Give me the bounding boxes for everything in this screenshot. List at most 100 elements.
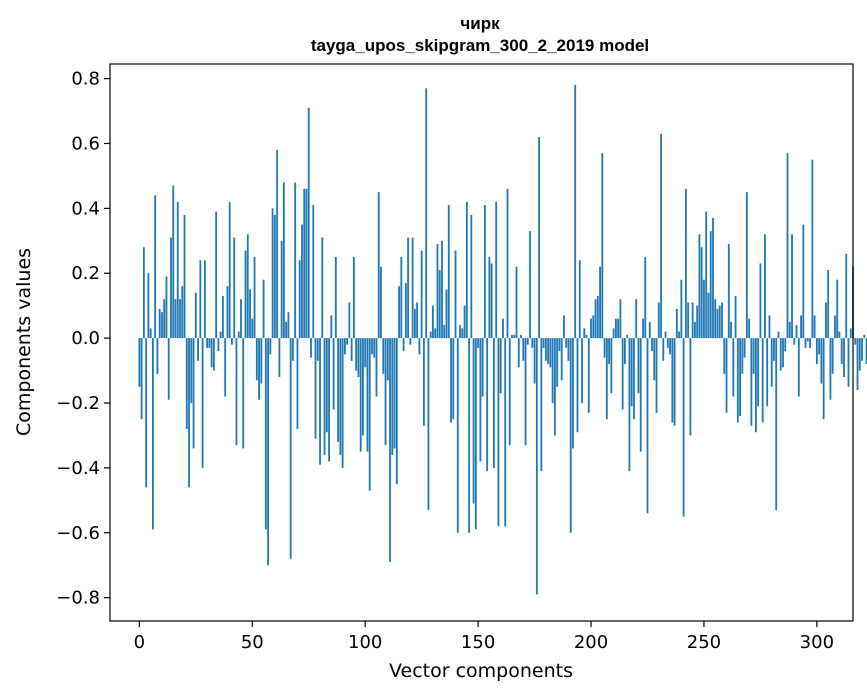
bar-component-35 — [217, 338, 220, 352]
bar-component-262 — [730, 321, 732, 339]
bar-component-86 — [332, 338, 335, 410]
bar-component-24 — [192, 338, 195, 449]
bar-component-109 — [384, 338, 387, 446]
bar-component-92 — [346, 338, 349, 345]
bar-component-208 — [608, 338, 610, 365]
bar-component-161 — [502, 318, 504, 339]
bar-component-222 — [639, 338, 642, 452]
bar-component-291 — [795, 325, 798, 339]
y-tick-label: −0.8 — [56, 588, 100, 609]
bar-component-95 — [353, 257, 355, 339]
bar-component-171 — [524, 338, 527, 446]
x-tick-label: 50 — [241, 632, 264, 653]
bar-component-149 — [474, 338, 477, 530]
bar-component-314 — [847, 338, 850, 387]
bar-component-89 — [339, 338, 342, 455]
bar-component-30 — [206, 338, 209, 348]
bar-component-134 — [441, 240, 443, 339]
x-axis-label: Vector components — [389, 660, 573, 682]
bar-component-55 — [262, 279, 265, 339]
bar-component-36 — [219, 331, 222, 339]
bar-component-122 — [413, 308, 416, 339]
bar-component-155 — [488, 257, 491, 339]
bar-component-317 — [854, 338, 857, 345]
bar-component-21 — [185, 338, 188, 429]
bar-component-284 — [779, 338, 782, 371]
bar-component-135 — [443, 325, 446, 339]
bar-component-294 — [802, 224, 805, 339]
bar-component-114 — [395, 338, 398, 485]
bar-component-68 — [292, 338, 294, 361]
bar-component-140 — [454, 250, 457, 339]
bar-component-85 — [330, 315, 333, 339]
bar-component-164 — [508, 338, 511, 446]
bar-component-77 — [312, 205, 315, 339]
bar-component-293 — [800, 315, 802, 339]
bar-component-220 — [635, 299, 638, 339]
bar-component-57 — [267, 338, 269, 566]
bar-component-98 — [359, 338, 362, 452]
bar-component-80 — [319, 338, 321, 465]
bar-component-236 — [671, 338, 674, 423]
bar-component-231 — [660, 133, 662, 339]
bar-component-276 — [761, 338, 764, 423]
bar-component-153 — [483, 205, 486, 339]
bar-component-275 — [759, 263, 762, 339]
bar-component-147 — [470, 214, 473, 339]
bar-component-309 — [836, 279, 839, 339]
bar-component-101 — [366, 338, 369, 452]
bar-component-282 — [775, 338, 778, 511]
x-tick-label: 250 — [687, 632, 721, 653]
bar-component-278 — [766, 338, 769, 407]
bar-component-239 — [678, 331, 681, 339]
bar-component-151 — [479, 338, 482, 462]
bar-component-289 — [791, 234, 793, 339]
bar-component-38 — [224, 338, 227, 397]
bar-component-108 — [382, 338, 385, 374]
bar-component-59 — [271, 208, 274, 339]
bar-component-272 — [752, 338, 755, 374]
bar-component-256 — [716, 308, 719, 339]
bar-component-283 — [777, 331, 780, 339]
bar-component-90 — [341, 338, 344, 468]
bar-component-145 — [465, 201, 468, 339]
bar-component-212 — [617, 318, 620, 339]
bar-component-234 — [666, 338, 669, 348]
bar-component-16 — [174, 299, 177, 339]
bar-component-175 — [533, 338, 536, 384]
bar-component-28 — [201, 338, 204, 468]
bar-component-119 — [407, 237, 410, 339]
bar-component-116 — [400, 257, 403, 339]
bar-component-178 — [540, 338, 543, 472]
bar-component-157 — [493, 338, 495, 468]
y-tick-label: 0.8 — [71, 69, 100, 90]
bar-component-174 — [531, 338, 534, 348]
bar-component-37 — [222, 295, 224, 339]
bar-component-277 — [764, 234, 766, 339]
bar-component-3 — [145, 338, 148, 488]
bar-component-206 — [603, 338, 606, 358]
bar-component-303 — [822, 338, 825, 420]
bar-component-250 — [703, 279, 705, 339]
bar-component-139 — [452, 338, 455, 420]
bar-component-281 — [773, 338, 775, 361]
bar-component-197 — [583, 328, 586, 339]
bar-component-96 — [355, 338, 358, 371]
bar-component-132 — [436, 244, 439, 339]
bar-component-274 — [757, 338, 760, 407]
bar-component-311 — [840, 338, 843, 365]
bar-component-259 — [723, 338, 726, 374]
bar-component-91 — [343, 338, 346, 355]
bar-component-242 — [684, 188, 687, 339]
bar-component-94 — [350, 338, 353, 361]
bar-component-227 — [651, 338, 653, 352]
bar-component-300 — [815, 338, 818, 365]
bar-component-2 — [142, 247, 145, 339]
bar-component-131 — [434, 328, 437, 339]
bar-component-72 — [301, 224, 303, 339]
bar-component-150 — [477, 338, 480, 348]
bar-component-79 — [316, 338, 319, 361]
bar-component-225 — [646, 338, 649, 514]
